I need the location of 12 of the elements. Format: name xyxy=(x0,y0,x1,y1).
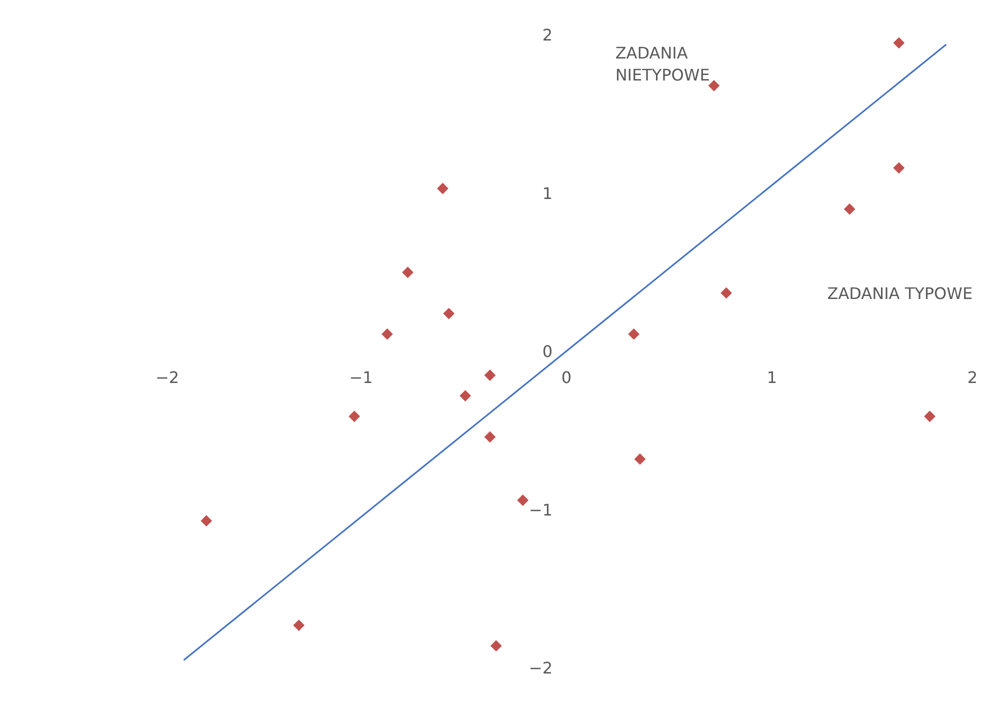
annotation: ZADANIA NIETYPOWE xyxy=(615,44,710,85)
y-tick-label: 1 xyxy=(542,184,552,203)
x-tick-label: −2 xyxy=(156,368,180,387)
y-tick-label: −2 xyxy=(528,658,552,678)
x-tick-label: −1 xyxy=(349,368,373,387)
y-tick-label: 2 xyxy=(542,26,552,44)
x-tick-label: 0 xyxy=(561,368,572,387)
x-tick-label: 1 xyxy=(766,368,778,387)
y-tick-label: −1 xyxy=(528,500,552,520)
annotation: ZADANIA TYPOWE xyxy=(827,284,973,304)
x-tick-label: 2 xyxy=(967,368,978,387)
y-tick-label: 0 xyxy=(542,342,552,361)
